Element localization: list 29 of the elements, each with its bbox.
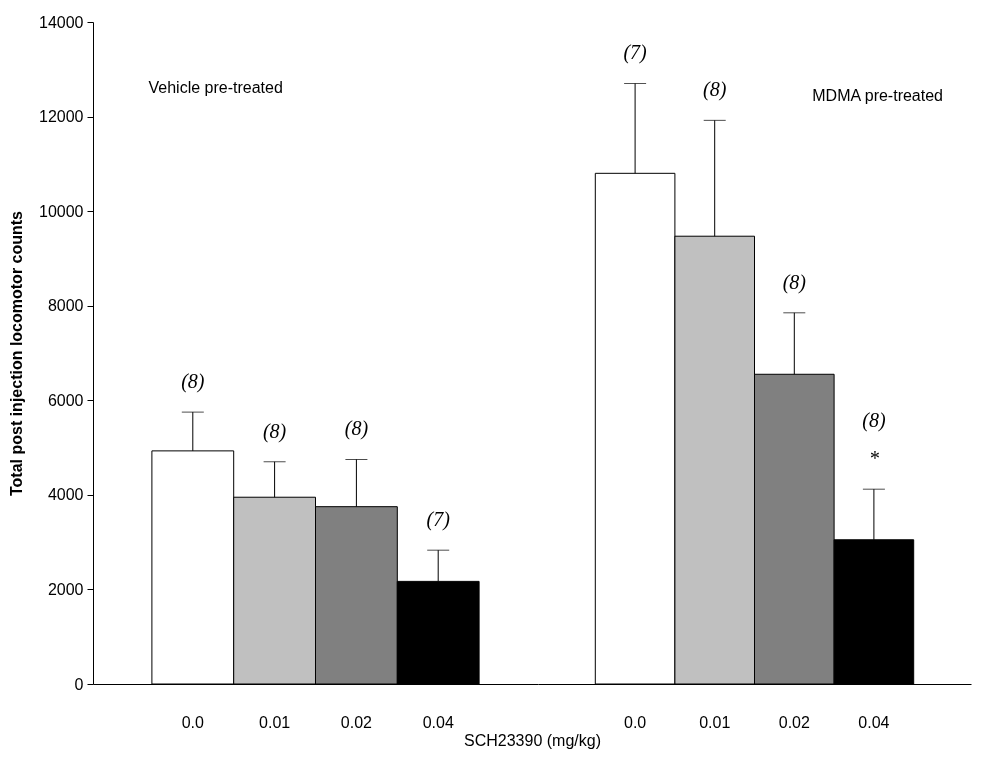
y-tick-label: 12000 [39,108,84,126]
y-tick-label: 4000 [47,486,84,504]
y-tick-label: 0 [74,675,84,693]
annotation: (8) [703,78,727,102]
y-tick-label: 8000 [47,297,84,315]
x-axis-title: SCH23390 (mg/kg) [464,731,601,749]
annotation: (8) [181,370,205,394]
x-tick-label: 0.04 [858,713,890,731]
y-tick-label: 10000 [39,202,84,220]
annotation: (7) [623,41,648,65]
y-tick-label: 2000 [47,580,84,598]
x-tick-label: 0.01 [699,713,731,731]
x-tick-label: 0.02 [340,713,373,731]
annotation: (8) [344,417,369,441]
x-tick-label: 0.02 [778,713,810,731]
annotation: (8) [262,419,287,443]
y-tick-label: 14000 [39,13,84,31]
annotation: (7) [426,508,451,532]
text: Vehicle pre-treated [148,79,283,96]
x-tick-label: 0.04 [422,713,454,731]
annotation: * [868,447,879,470]
y-tick-label: 6000 [47,391,84,409]
annotation: (8) [862,409,886,433]
x-tick-label: 0.0 [181,713,205,731]
x-tick-label: 0.0 [623,713,647,731]
y-axis-title: Total post injection locomotor counts [8,210,26,497]
text: MDMA pre-treated [812,87,943,104]
x-tick-label: 0.01 [259,713,291,731]
annotation: (8) [782,270,807,294]
